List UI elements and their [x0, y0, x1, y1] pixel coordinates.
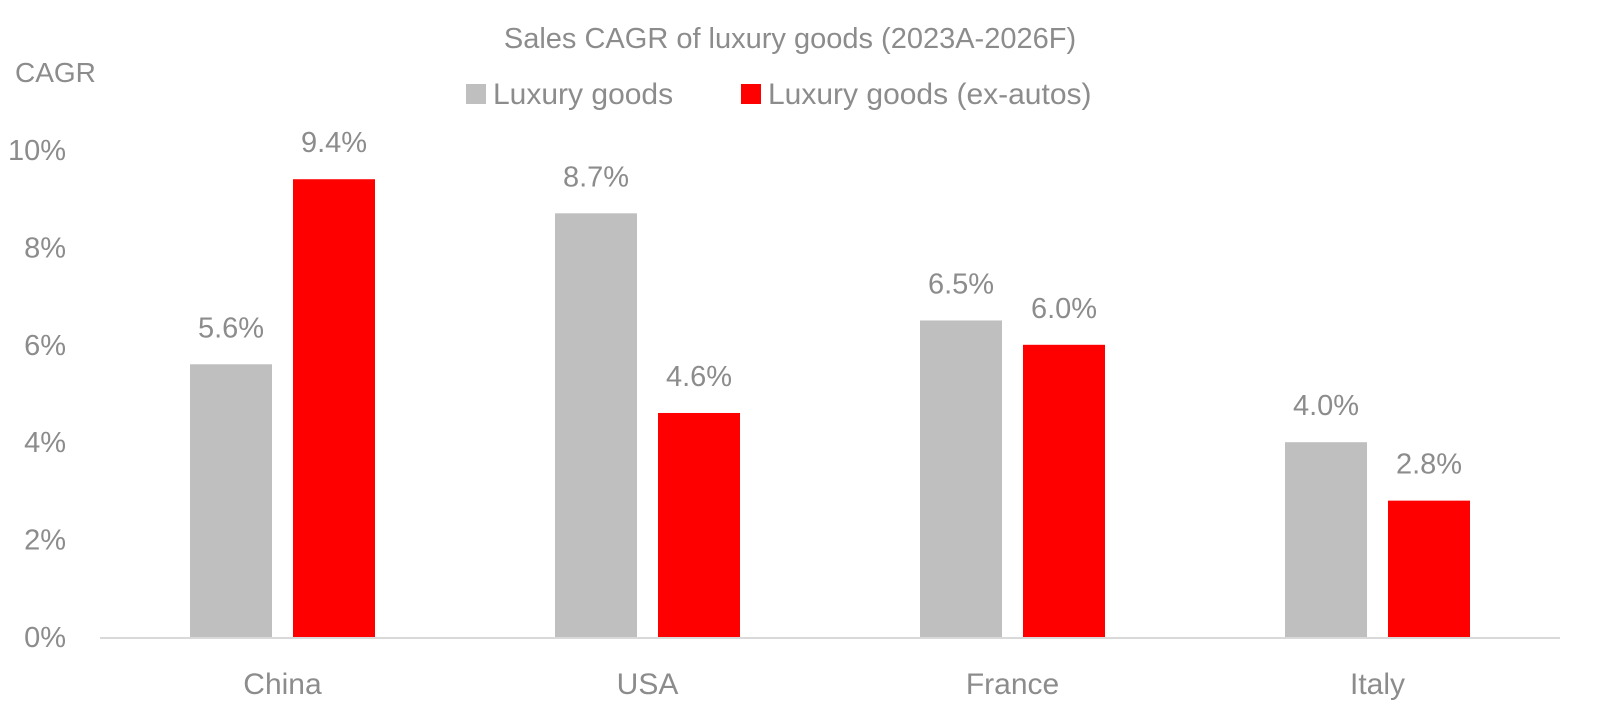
y-tick-label: 0% [24, 622, 66, 654]
x-axis-ticks: China USA France Italy [243, 668, 1405, 701]
data-label: 5.6% [198, 312, 264, 344]
data-label: 6.0% [1031, 293, 1097, 325]
x-tick-label: France [966, 668, 1059, 701]
legend-item: Luxury goods (ex-autos) [741, 78, 1092, 111]
legend-item: Luxury goods [466, 78, 673, 111]
y-tick-label: 2% [24, 525, 66, 557]
data-label: 6.5% [928, 268, 994, 300]
bar-italy-series-2 [1388, 500, 1470, 637]
y-tick-label: 10% [8, 135, 66, 167]
bars [190, 179, 1470, 637]
bar-france-series-2 [1023, 344, 1105, 637]
bar-italy-series-1 [1285, 442, 1367, 637]
y-axis-label: CAGR [15, 57, 96, 88]
legend: Luxury goods Luxury goods (ex-autos) [466, 78, 1092, 111]
chart-title: Sales CAGR of luxury goods (2023A-2026F) [504, 23, 1076, 55]
legend-swatch [466, 84, 486, 104]
data-labels: 5.6% 9.4% 8.7% 4.6% 6.5% 6.0% 4.0% 2.8% [198, 127, 1462, 480]
bar-usa-series-2 [658, 412, 740, 637]
x-tick-label: USA [617, 668, 679, 701]
y-tick-label: 8% [24, 232, 66, 264]
y-axis-ticks: 0% 2% 4% 6% 8% 10% [8, 135, 66, 654]
bar-china-series-1 [190, 364, 272, 637]
x-tick-label: Italy [1350, 668, 1405, 701]
data-label: 8.7% [563, 161, 629, 193]
legend-swatch [741, 84, 761, 104]
data-label: 9.4% [301, 127, 367, 159]
bar-france-series-1 [920, 320, 1002, 637]
y-tick-label: 4% [24, 427, 66, 459]
data-label: 4.6% [666, 361, 732, 393]
legend-label: Luxury goods [493, 78, 673, 111]
data-label: 2.8% [1396, 449, 1462, 481]
data-label: 4.0% [1293, 390, 1359, 422]
x-tick-label: China [243, 668, 322, 701]
legend-label: Luxury goods (ex-autos) [768, 78, 1092, 111]
y-tick-label: 6% [24, 330, 66, 362]
bar-china-series-2 [293, 179, 375, 637]
bar-usa-series-1 [555, 213, 637, 637]
